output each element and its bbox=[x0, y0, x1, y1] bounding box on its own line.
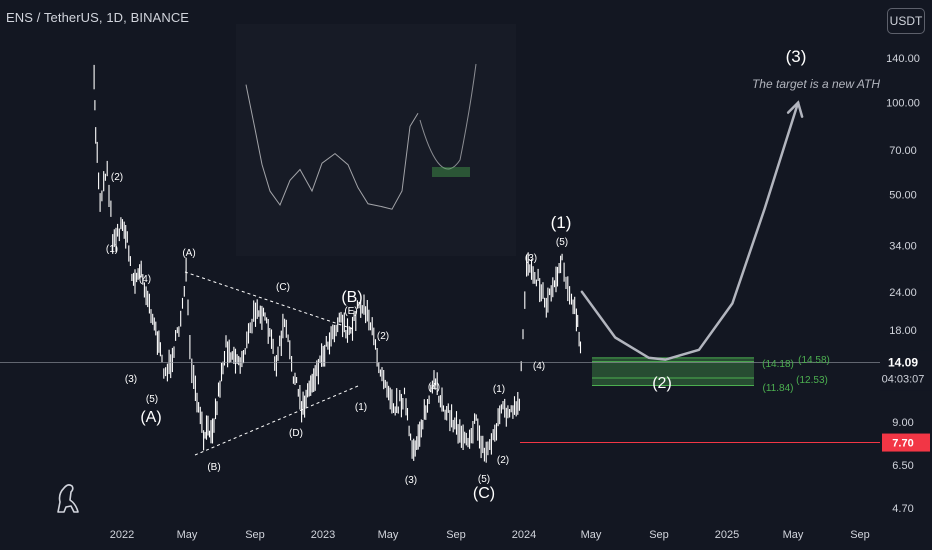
wave-label: (3) bbox=[125, 374, 137, 385]
zone-level-label: (14.58) bbox=[798, 355, 830, 366]
arrow-head bbox=[786, 100, 804, 118]
currency-button[interactable]: USDT bbox=[887, 8, 925, 34]
wave-B-label: (B) bbox=[341, 289, 362, 306]
price-tick-label: 50.00 bbox=[889, 190, 917, 202]
wave-label: (4) bbox=[533, 361, 545, 372]
price-tick-label: 4.70 bbox=[892, 503, 913, 515]
marked-level-label: 7.70 bbox=[892, 438, 913, 450]
wave-label: (3) bbox=[525, 253, 537, 264]
wave-2-label: (2) bbox=[652, 375, 672, 392]
price-tick-label: 24.00 bbox=[889, 287, 917, 299]
time-tick-label: Sep bbox=[245, 529, 265, 541]
wave-1-label: (1) bbox=[551, 213, 572, 232]
price-tick-label: 70.00 bbox=[889, 145, 917, 157]
time-tick-label: Sep bbox=[446, 529, 466, 541]
zone-level-label: (14.18) bbox=[762, 359, 794, 370]
time-tick-label: Sep bbox=[649, 529, 669, 541]
wave-A-label: (A) bbox=[140, 409, 161, 426]
time-tick-label: 2025 bbox=[715, 529, 739, 541]
wave-3-label: (3) bbox=[786, 47, 807, 66]
inset-frame bbox=[236, 24, 516, 256]
time-tick-label: Sep bbox=[850, 529, 870, 541]
marked-level-badge bbox=[882, 433, 930, 452]
price-tick-label: 9.00 bbox=[892, 417, 913, 429]
price-tick-label: 100.00 bbox=[886, 98, 920, 110]
wave-label: (C) bbox=[276, 282, 290, 293]
target-label: The target is a new ATH bbox=[752, 77, 880, 91]
inset-price-path bbox=[245, 84, 419, 210]
wave-label: (5) bbox=[146, 394, 158, 405]
projection-arrow bbox=[580, 101, 800, 361]
wave-C-label: (C) bbox=[473, 485, 495, 502]
inset-arrow bbox=[419, 63, 477, 170]
price-tick-label: 34.00 bbox=[889, 241, 917, 253]
time-tick-label: 2023 bbox=[311, 529, 335, 541]
wave-label: (1) bbox=[106, 244, 118, 255]
price-tick-label: 18.00 bbox=[889, 325, 917, 337]
wave-label: (D) bbox=[289, 428, 303, 439]
wave-label: (B) bbox=[207, 462, 220, 473]
wave-label: (3) bbox=[405, 475, 417, 486]
wave-label: (5) bbox=[478, 474, 490, 485]
dinosaur-logo-icon bbox=[52, 480, 82, 514]
price-tick-label: 6.50 bbox=[892, 460, 913, 472]
wave-label: (E) bbox=[344, 306, 357, 317]
time-tick-label: May bbox=[177, 529, 198, 541]
price-series bbox=[93, 64, 582, 463]
wave-label: (2) bbox=[497, 455, 509, 466]
zone-level-label: (12.53) bbox=[796, 375, 828, 386]
wave-label: (A) bbox=[182, 248, 195, 259]
time-tick-label: May bbox=[581, 529, 602, 541]
zone-level-label: (11.84) bbox=[763, 383, 794, 394]
wave-label: (2) bbox=[377, 331, 389, 342]
wave-label: (2) bbox=[111, 172, 123, 183]
current-price-label: 14.09 bbox=[888, 355, 918, 369]
symbol-title: ENS / TetherUS, 1D, BINANCE bbox=[6, 10, 190, 25]
inset-zone bbox=[432, 167, 470, 177]
current-price-badge bbox=[880, 350, 932, 391]
price-tick-label: 140.00 bbox=[886, 53, 920, 65]
triangle-lines bbox=[184, 271, 359, 456]
wave-label: (1) bbox=[355, 402, 367, 413]
time-tick-label: 2024 bbox=[512, 529, 536, 541]
countdown-label: 04:03:07 bbox=[882, 373, 925, 385]
time-tick-label: 2022 bbox=[110, 529, 134, 541]
wave-label: (4) bbox=[428, 382, 440, 393]
wave-label: (1) bbox=[493, 384, 505, 395]
time-tick-label: May bbox=[378, 529, 399, 541]
inset-chart bbox=[236, 24, 516, 256]
wave-label: (5) bbox=[556, 237, 568, 248]
time-tick-label: May bbox=[783, 529, 804, 541]
wave-label: (4) bbox=[139, 274, 151, 285]
